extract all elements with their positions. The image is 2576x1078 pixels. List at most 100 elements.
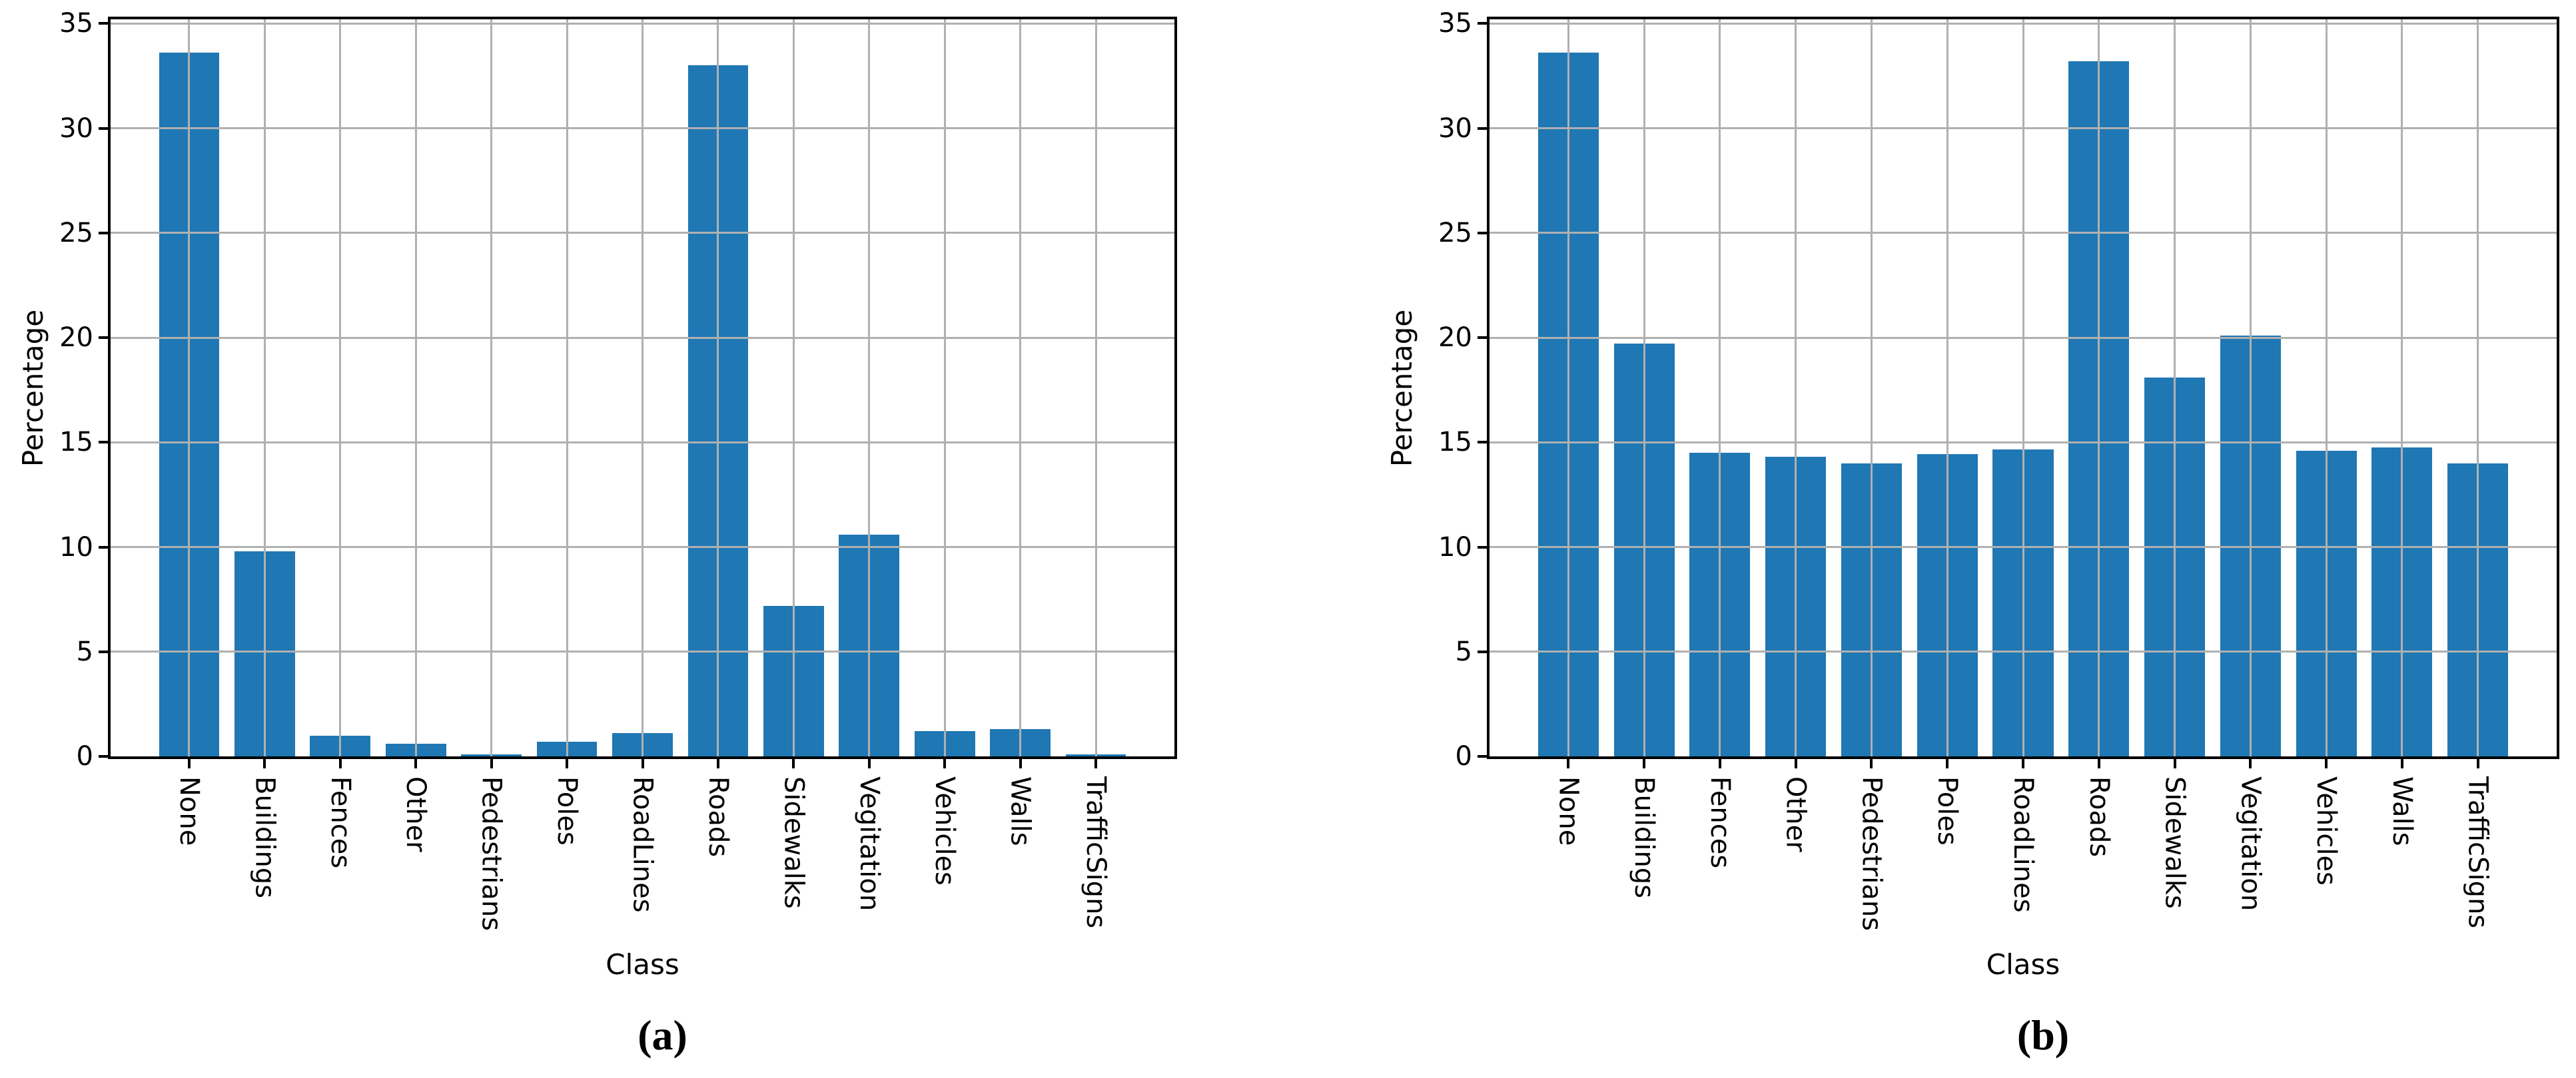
v-gridline-buildings <box>1643 19 1645 756</box>
x-tick-label: RoadLines <box>2008 776 2038 913</box>
x-axis-title: Class <box>606 948 679 981</box>
y-tick-label: 35 <box>59 8 93 39</box>
x-tick-mark <box>2097 759 2100 768</box>
x-tick-label: Walls <box>1005 776 1036 846</box>
y-tick-mark <box>1478 650 1487 653</box>
x-tick-label: Roads <box>702 776 733 858</box>
x-tick-mark <box>1094 759 1098 768</box>
v-gridline-fences <box>339 19 342 756</box>
v-gridline-trafficsigns <box>2477 19 2479 756</box>
y-tick-label: 15 <box>1438 427 1472 458</box>
y-tick-mark <box>99 22 108 25</box>
y-tick-mark <box>1478 545 1487 549</box>
x-tick-label: Roads <box>2083 776 2114 858</box>
v-gridline-pedestrians <box>1870 19 1873 756</box>
y-tick-mark <box>1478 22 1487 25</box>
x-tick-label: Vehicles <box>2311 776 2342 886</box>
plot-area-a: 0 5 10 15 20 25 30 35 None Buildings Fences Other Pe… <box>59 10 1177 979</box>
x-tick-mark <box>1946 759 1949 768</box>
x-tick-label: Fences <box>324 776 356 869</box>
x-tick-label: Other <box>400 776 432 852</box>
x-tick-mark <box>1567 759 1570 768</box>
v-gridline-sidewalks <box>2174 19 2176 756</box>
x-tick-label: Sidewalks <box>2159 776 2190 909</box>
x-tick-label: Pedestrians <box>476 776 507 932</box>
v-gridline-trafficsigns <box>1094 19 1097 756</box>
y-tick-label: 20 <box>1438 322 1472 354</box>
x-tick-mark <box>1794 759 1797 768</box>
x-tick-mark <box>263 759 266 768</box>
v-gridline-poles <box>566 19 568 756</box>
x-tick-label: Poles <box>1932 776 1963 846</box>
x-tick-mark <box>2022 759 2024 768</box>
x-tick-label: TrafficSigns <box>2462 776 2493 929</box>
x-tick-mark <box>566 759 569 768</box>
v-gridline-vehicles <box>943 19 946 756</box>
y-tick-mark <box>1478 231 1487 234</box>
x-tick-label: Poles <box>552 776 583 846</box>
x-tick-mark <box>2249 759 2252 768</box>
x-tick-label: Vehicles <box>929 776 961 886</box>
x-tick-mark <box>641 759 644 768</box>
x-tick-label: Walls <box>2386 776 2417 846</box>
y-tick-mark <box>1478 441 1487 444</box>
x-tick-mark <box>490 759 493 768</box>
x-tick-mark <box>1019 759 1022 768</box>
y-tick-label: 20 <box>59 322 93 354</box>
v-gridline-roads <box>717 19 719 756</box>
x-tick-label: Sidewalks <box>778 776 809 909</box>
v-gridline-other <box>414 19 417 756</box>
v-gridline-fences <box>1719 19 1721 756</box>
y-tick-label: 25 <box>59 217 93 248</box>
x-tick-mark <box>792 759 795 768</box>
y-tick-mark <box>1478 755 1487 758</box>
y-tick-label: 30 <box>1438 113 1472 144</box>
y-tick-label: 5 <box>1455 636 1472 667</box>
y-tick-label: 10 <box>1438 531 1472 563</box>
x-tick-mark <box>867 759 871 768</box>
x-tick-mark <box>1718 759 1721 768</box>
v-gridline-poles <box>1946 19 1948 756</box>
x-tick-label: None <box>173 776 205 846</box>
v-gridline-pedestrians <box>490 19 493 756</box>
x-tick-mark <box>2400 759 2403 768</box>
y-tick-label: 0 <box>1455 741 1472 772</box>
x-tick-label: TrafficSigns <box>1080 776 1112 929</box>
y-tick-mark <box>99 127 108 130</box>
y-tick-mark <box>1478 336 1487 340</box>
panel-caption-b: (b) <box>2016 1011 2070 1059</box>
v-gridline-vegitation <box>2249 19 2252 756</box>
v-gridline-none <box>1567 19 1569 756</box>
v-gridline-walls <box>2401 19 2403 756</box>
y-tick-label: 10 <box>59 531 93 563</box>
x-tick-label: Pedestrians <box>1856 776 1887 932</box>
x-tick-mark <box>338 759 342 768</box>
x-tick-mark <box>716 759 719 768</box>
panel-caption-a: (a) <box>638 1011 687 1059</box>
x-tick-mark <box>2325 759 2328 768</box>
y-tick-mark <box>99 755 108 758</box>
v-gridline-buildings <box>263 19 266 756</box>
v-gridline-vegitation <box>868 19 871 756</box>
x-tick-label: RoadLines <box>627 776 658 913</box>
y-tick-mark <box>99 231 108 234</box>
v-gridline-walls <box>1019 19 1022 756</box>
y-tick-label: 25 <box>1438 217 1472 248</box>
v-gridline-other <box>1795 19 1797 756</box>
x-tick-mark <box>2173 759 2176 768</box>
y-tick-label: 5 <box>76 636 93 667</box>
v-gridline-none <box>188 19 191 756</box>
x-tick-label: Fences <box>1704 776 1735 869</box>
x-axis-title: Class <box>1986 948 2060 981</box>
x-tick-label: Vegitation <box>2235 776 2266 912</box>
y-tick-mark <box>99 336 108 340</box>
x-tick-mark <box>1643 759 1646 768</box>
y-tick-mark <box>99 545 108 549</box>
y-tick-label: 0 <box>76 741 93 772</box>
x-tick-mark <box>943 759 947 768</box>
y-tick-label: 35 <box>1438 8 1472 39</box>
y-axis-title: Percentage <box>1386 309 1418 467</box>
